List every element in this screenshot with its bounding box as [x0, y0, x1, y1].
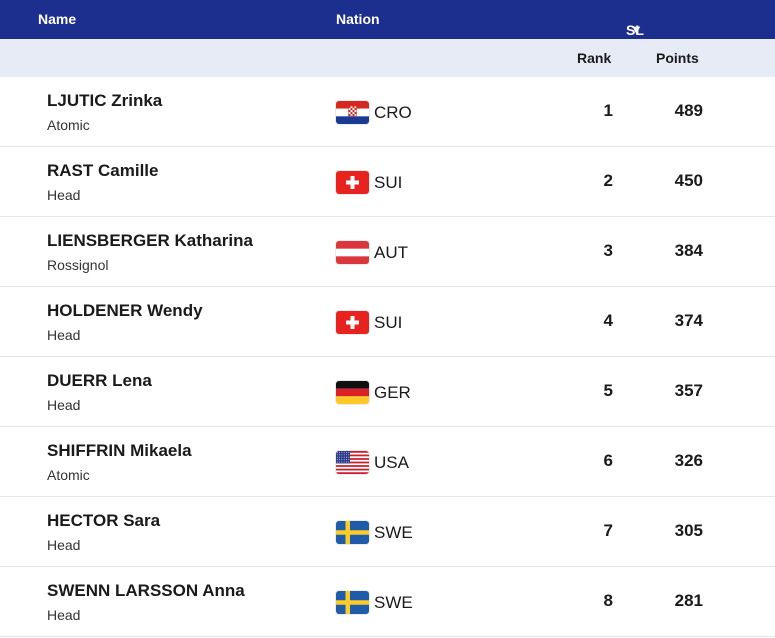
rank-value: 5: [603, 381, 613, 400]
ski-brand: Head: [47, 397, 81, 413]
subheader-points[interactable]: Points: [656, 50, 699, 66]
table-row[interactable]: RAST Camille Head SUI 2 450: [0, 147, 775, 217]
table-subheader: Rank Points: [0, 39, 775, 77]
athlete-name[interactable]: RAST Camille: [47, 161, 159, 180]
rank-value: 1: [603, 101, 613, 120]
athlete-name[interactable]: SWENN LARSSON Anna: [47, 581, 245, 600]
sweden-flag-icon: [336, 521, 369, 544]
ski-brand: Head: [47, 537, 81, 553]
athlete-name[interactable]: LJUTIC Zrinka: [47, 91, 163, 110]
header-nation[interactable]: Nation: [336, 11, 380, 27]
austria-flag-icon: [336, 241, 369, 264]
nation-cell: CRO: [336, 101, 412, 124]
points-value: 326: [674, 451, 703, 470]
table-row[interactable]: DUERR Lena Head GER 5 357: [0, 357, 775, 427]
nation-cell: SUI: [336, 311, 402, 334]
nation-code: AUT: [374, 242, 408, 262]
ski-brand: Rossignol: [47, 257, 109, 273]
table-row[interactable]: SHIFFRIN Mikaela Atomic USA 6 326: [0, 427, 775, 497]
points-value: 384: [674, 241, 703, 260]
table-row[interactable]: LIENSBERGER Katharina Rossignol AUT 3 384: [0, 217, 775, 287]
ski-brand: Head: [47, 327, 81, 343]
points-value: 489: [674, 101, 703, 120]
points-value: 374: [674, 311, 703, 330]
nation-cell: SUI: [336, 171, 402, 194]
header-name[interactable]: Name: [38, 11, 77, 27]
ski-brand: Atomic: [47, 117, 90, 133]
athlete-name[interactable]: SHIFFRIN Mikaela: [47, 441, 192, 460]
points-value: 450: [674, 171, 703, 190]
athlete-name[interactable]: DUERR Lena: [47, 371, 152, 390]
athlete-name[interactable]: HECTOR Sara: [47, 511, 161, 530]
sweden-flag-icon: [336, 591, 369, 614]
rank-value: 2: [603, 171, 613, 190]
rank-value: 3: [603, 241, 613, 260]
ski-brand: Head: [47, 187, 81, 203]
athlete-name[interactable]: HOLDENER Wendy: [47, 301, 203, 320]
sort-down-icon: ▼: [630, 22, 643, 37]
ski-brand: Head: [47, 607, 81, 623]
nation-cell: SWE: [336, 591, 413, 614]
rank-value: 8: [603, 591, 613, 610]
table-row[interactable]: SWENN LARSSON Anna Head SWE 8 281: [0, 567, 775, 637]
athlete-name[interactable]: LIENSBERGER Katharina: [47, 231, 253, 250]
points-value: 357: [674, 381, 703, 400]
nation-code: SWE: [374, 522, 413, 542]
nation-code: CRO: [374, 102, 412, 122]
table-row[interactable]: LJUTIC Zrinka Atomic CRO 1 489: [0, 77, 775, 147]
usa-flag-icon: [336, 451, 369, 474]
subheader-rank[interactable]: Rank: [577, 50, 612, 66]
croatia-flag-icon: [336, 101, 369, 124]
nation-code: SWE: [374, 592, 413, 612]
nation-cell: AUT: [336, 241, 408, 264]
table-body: LJUTIC Zrinka Atomic CRO 1 489 RAST Camille He…: [0, 77, 775, 637]
rank-value: 4: [603, 311, 613, 330]
switzerland-flag-icon: [336, 171, 369, 194]
table-header: Name Nation SL ▼: [0, 0, 775, 39]
nation-code: SUI: [374, 172, 403, 192]
nation-code: GER: [374, 382, 411, 402]
nation-code: SUI: [374, 312, 403, 332]
ski-brand: Atomic: [47, 467, 90, 483]
table-row[interactable]: HOLDENER Wendy Head SUI 4 374: [0, 287, 775, 357]
rank-value: 6: [603, 451, 613, 470]
nation-cell: USA: [336, 451, 409, 474]
rank-value: 7: [603, 521, 613, 540]
nation-code: USA: [374, 452, 409, 472]
switzerland-flag-icon: [336, 311, 369, 334]
discipline-label: SL: [626, 22, 644, 38]
nation-cell: GER: [336, 381, 411, 404]
table-row[interactable]: HECTOR Sara Head SWE 7 305: [0, 497, 775, 567]
nation-cell: SWE: [336, 521, 413, 544]
points-value: 305: [674, 521, 703, 540]
germany-flag-icon: [336, 381, 369, 404]
points-value: 281: [674, 591, 703, 610]
